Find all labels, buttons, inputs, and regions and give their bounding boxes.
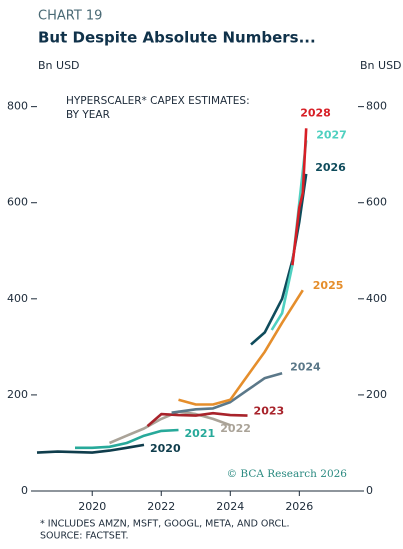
series-label: 2021 xyxy=(185,427,216,440)
y-tick-label: 600 xyxy=(7,196,28,209)
series-label: 2022 xyxy=(220,422,251,435)
y2-tick-label: 200 xyxy=(366,388,387,401)
credit: © BCA Research 2026 xyxy=(227,468,348,480)
footnote: * INCLUDES AMZN, MSFT, GOOGL, META, AND … xyxy=(40,519,289,530)
y2-tick-label: 400 xyxy=(366,292,387,305)
y2-tick-label: 600 xyxy=(366,196,387,209)
series-label: 2024 xyxy=(290,360,321,373)
series-line xyxy=(270,140,308,331)
series-label: 2025 xyxy=(313,279,344,292)
series-line xyxy=(178,289,304,406)
chart-number: CHART 19 xyxy=(38,9,102,24)
chart-title: But Despite Absolute Numbers... xyxy=(38,29,316,47)
x-tick-label: 2026 xyxy=(285,500,313,513)
y2-tick-label: 0 xyxy=(366,484,373,497)
series-label: 2028 xyxy=(300,106,331,119)
series-label: 2023 xyxy=(254,405,285,418)
y-tick-label: 0 xyxy=(21,484,28,497)
x-tick-label: 2020 xyxy=(78,500,106,513)
footnote: SOURCE: FACTSET. xyxy=(40,531,129,542)
series-line xyxy=(250,173,308,346)
series-line xyxy=(291,128,308,266)
y-tick-label: 400 xyxy=(7,292,28,305)
y-tick-label: 200 xyxy=(7,388,28,401)
y-tick-label: 800 xyxy=(7,100,28,113)
x-tick-label: 2024 xyxy=(216,500,244,513)
annotation: BY YEAR xyxy=(66,109,110,121)
series-label: 2020 xyxy=(150,442,181,455)
x-tick-label: 2022 xyxy=(147,500,175,513)
y-axis-label: Bn USD xyxy=(38,59,80,72)
series-line xyxy=(36,443,145,454)
series-label: 2027 xyxy=(316,128,347,141)
annotation: HYPERSCALER* CAPEX ESTIMATES: xyxy=(66,95,250,107)
series-line xyxy=(75,428,179,450)
y2-tick-label: 800 xyxy=(366,100,387,113)
series-line xyxy=(146,411,248,428)
series-line xyxy=(171,372,283,414)
y2-axis-label: Bn USD xyxy=(360,59,402,72)
series-label: 2026 xyxy=(315,161,346,174)
